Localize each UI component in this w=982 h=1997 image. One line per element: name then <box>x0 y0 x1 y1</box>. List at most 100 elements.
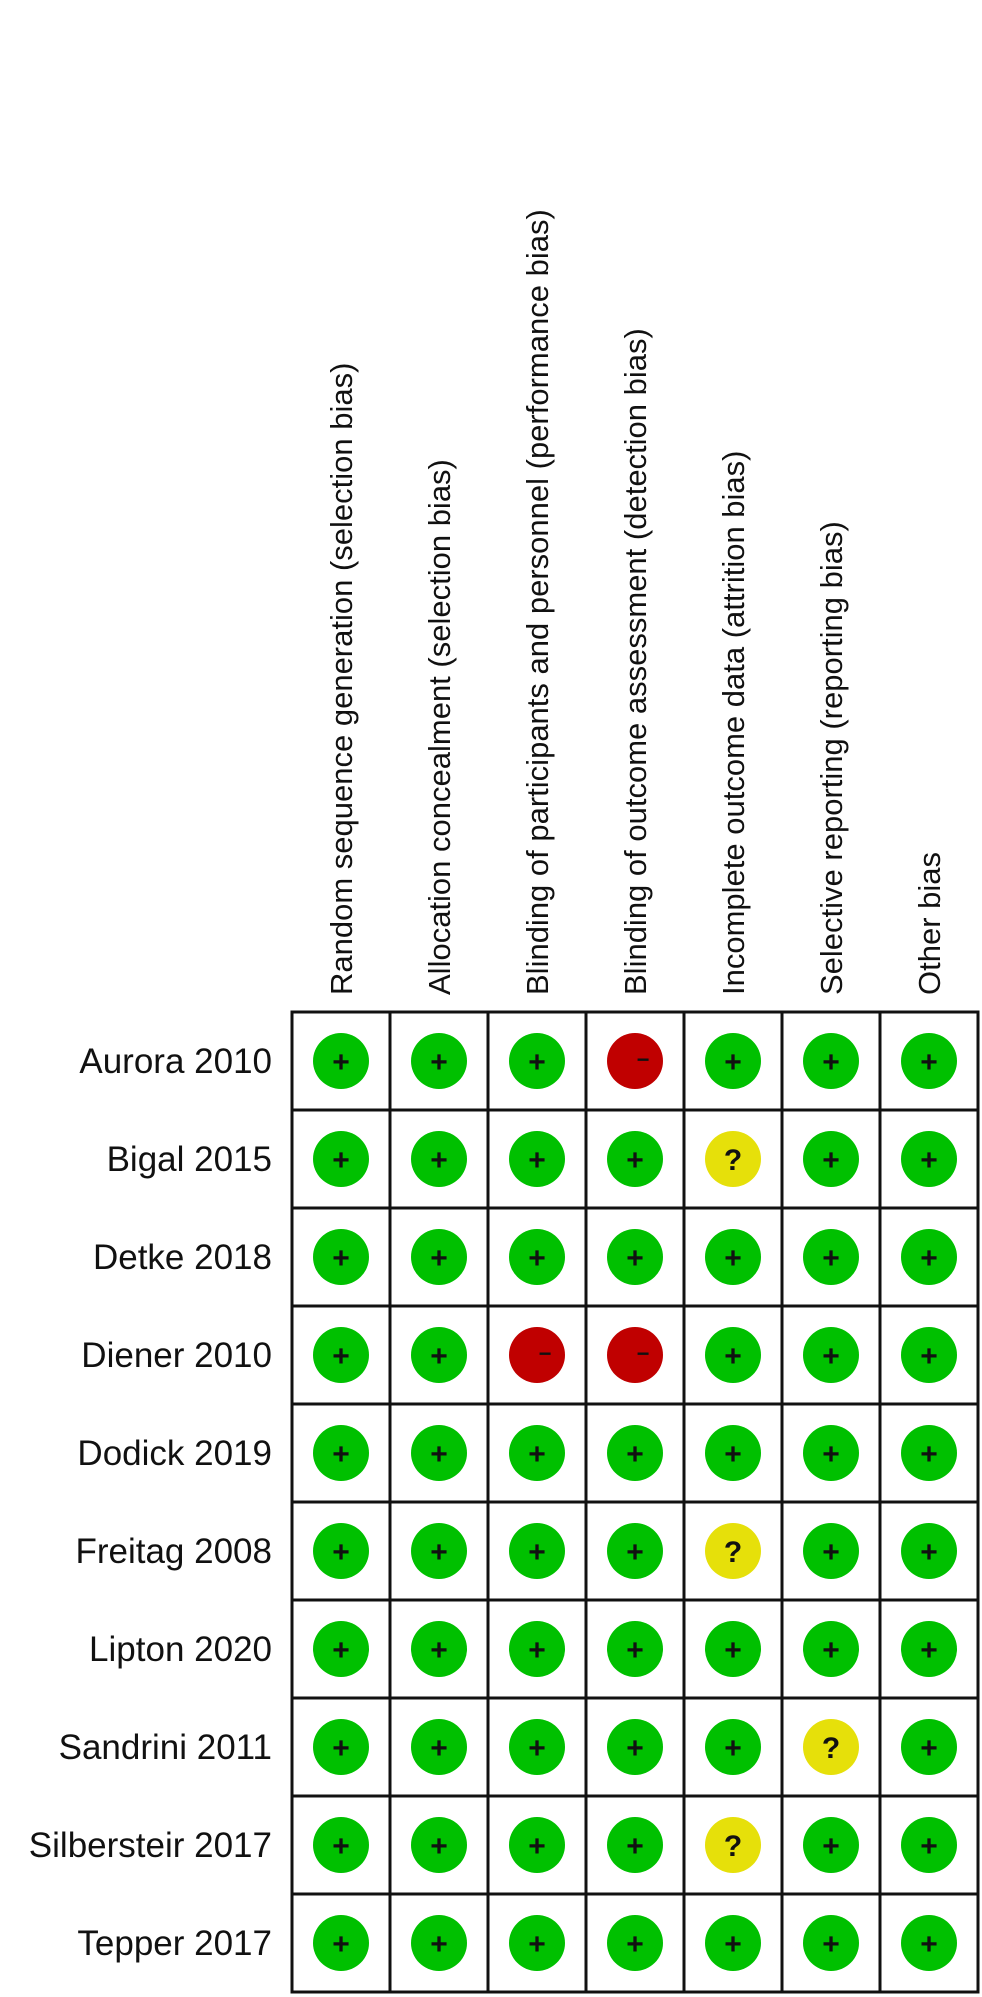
judgement-grid: + + + − + + + + + + +? + + + + + + + + + + + − − + + + + + + + + + + + + + +?… <box>290 1010 980 1994</box>
judgement-unclear-mark <box>705 1817 761 1873</box>
judgement-low-mark <box>509 1033 565 1089</box>
judgement-low-mark <box>313 1621 369 1677</box>
judgement-low-mark <box>901 1327 957 1383</box>
study-label: Detke 2018 <box>93 1238 272 1277</box>
judgement-low-mark <box>411 1327 467 1383</box>
judgement-low-symbol: + <box>430 1830 448 1863</box>
judgement-unclear-symbol: ? <box>724 1144 742 1177</box>
judgement-low-mark <box>901 1131 957 1187</box>
judgement-low-symbol: + <box>626 1144 644 1177</box>
judgement-low-mark <box>607 1523 663 1579</box>
judgement-low-mark <box>313 1229 369 1285</box>
grid-cell <box>682 1108 784 1210</box>
judgement-low-symbol: + <box>626 1536 644 1569</box>
judgement-low-symbol: + <box>626 1928 644 1961</box>
judgement-low-symbol: + <box>332 1634 350 1667</box>
judgement-low-symbol: + <box>920 1438 938 1471</box>
study-label: Dodick 2019 <box>77 1434 272 1473</box>
judgement-low-symbol: + <box>528 1242 546 1275</box>
judgement-low-symbol: + <box>724 1340 742 1373</box>
judgement-low-mark <box>803 1033 859 1089</box>
judgement-low-mark <box>607 1425 663 1481</box>
judgement-low-symbol: + <box>626 1634 644 1667</box>
judgement-low-mark <box>411 1915 467 1971</box>
judgement-low-mark <box>705 1621 761 1677</box>
judgement-low-mark <box>705 1033 761 1089</box>
judgement-low-mark <box>901 1229 957 1285</box>
judgement-low-symbol: + <box>822 1536 840 1569</box>
column-header: Blinding of participants and personnel (… <box>520 209 555 995</box>
judgement-low-symbol: + <box>822 1046 840 1079</box>
judgement-low-mark <box>411 1425 467 1481</box>
column-header: Selective reporting (reporting bias) <box>814 521 849 995</box>
judgement-low-symbol: + <box>822 1242 840 1275</box>
judgement-high-mark <box>607 1327 663 1383</box>
judgement-low-symbol: + <box>724 1242 742 1275</box>
judgement-low-symbol: + <box>528 1438 546 1471</box>
judgement-low-symbol: + <box>920 1732 938 1765</box>
judgement-low-symbol: + <box>430 1928 448 1961</box>
judgement-low-symbol: + <box>724 1438 742 1471</box>
judgement-low-symbol: + <box>822 1340 840 1373</box>
judgement-unclear-symbol: ? <box>822 1732 840 1765</box>
judgement-low-symbol: + <box>920 1340 938 1373</box>
judgement-low-symbol: + <box>528 1536 546 1569</box>
judgement-low-mark <box>509 1131 565 1187</box>
judgement-unclear-mark <box>705 1131 761 1187</box>
judgement-low-symbol: + <box>528 1732 546 1765</box>
study-label: Diener 2010 <box>81 1336 272 1375</box>
judgement-low-symbol: + <box>528 1144 546 1177</box>
judgement-low-mark <box>411 1131 467 1187</box>
judgement-low-symbol: + <box>822 1438 840 1471</box>
judgement-low-symbol: + <box>724 1928 742 1961</box>
judgement-low-symbol: + <box>430 1536 448 1569</box>
judgement-low-symbol: + <box>528 1830 546 1863</box>
judgement-low-symbol: + <box>430 1634 448 1667</box>
judgement-low-mark <box>313 1131 369 1187</box>
judgement-low-symbol: + <box>332 1340 350 1373</box>
judgement-low-mark <box>313 1425 369 1481</box>
judgement-low-mark <box>411 1033 467 1089</box>
judgement-low-symbol: + <box>724 1732 742 1765</box>
judgement-low-symbol: + <box>430 1046 448 1079</box>
judgement-high-mark <box>607 1033 663 1089</box>
column-headers: Random sequence generation (selection bi… <box>324 209 947 995</box>
study-label: Bigal 2015 <box>107 1140 272 1179</box>
judgement-low-symbol: + <box>528 1928 546 1961</box>
judgement-low-mark <box>411 1719 467 1775</box>
judgement-low-mark <box>509 1817 565 1873</box>
judgement-low-symbol: + <box>822 1144 840 1177</box>
study-label: Aurora 2010 <box>79 1042 272 1081</box>
judgement-low-symbol: + <box>332 1438 350 1471</box>
judgement-low-mark <box>607 1131 663 1187</box>
judgement-high-symbol: − <box>637 1341 650 1366</box>
judgement-low-mark <box>803 1131 859 1187</box>
judgement-low-mark <box>313 1719 369 1775</box>
judgement-low-mark <box>509 1229 565 1285</box>
judgement-low-symbol: + <box>528 1046 546 1079</box>
judgement-low-mark <box>901 1817 957 1873</box>
judgement-low-symbol: + <box>332 1536 350 1569</box>
judgement-low-mark <box>313 1523 369 1579</box>
judgement-low-mark <box>803 1327 859 1383</box>
judgement-low-mark <box>901 1033 957 1089</box>
study-label: Silbersteir 2017 <box>29 1826 272 1865</box>
judgement-low-mark <box>313 1033 369 1089</box>
judgement-low-symbol: + <box>822 1634 840 1667</box>
judgement-low-mark <box>313 1915 369 1971</box>
judgement-unclear-symbol: ? <box>724 1536 742 1569</box>
judgement-low-mark <box>803 1425 859 1481</box>
judgement-low-symbol: + <box>920 1046 938 1079</box>
judgement-low-symbol: + <box>430 1438 448 1471</box>
judgement-low-mark <box>901 1719 957 1775</box>
judgement-high-mark <box>509 1327 565 1383</box>
judgement-low-mark <box>705 1719 761 1775</box>
judgement-low-mark <box>607 1915 663 1971</box>
judgement-low-mark <box>411 1523 467 1579</box>
judgement-low-mark <box>803 1817 859 1873</box>
judgement-low-mark <box>901 1425 957 1481</box>
column-header: Incomplete outcome data (attrition bias) <box>716 451 751 996</box>
study-label: Tepper 2017 <box>77 1924 272 1963</box>
judgement-low-symbol: + <box>920 1634 938 1667</box>
